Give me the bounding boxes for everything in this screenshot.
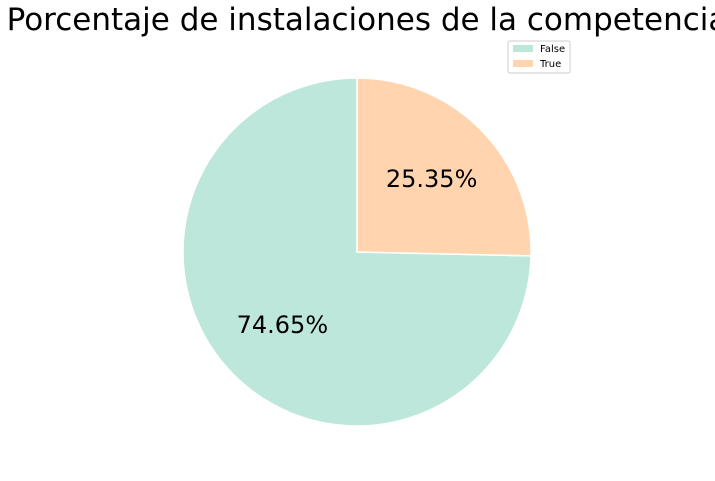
pie-slice-true bbox=[356, 77, 532, 257]
slice-label-true: 25.35% bbox=[386, 165, 478, 193]
legend-entries: False True bbox=[513, 44, 565, 70]
legend-label-true: True bbox=[539, 59, 561, 70]
pie-slices bbox=[182, 77, 532, 427]
slice-label-false: 74.65% bbox=[237, 311, 329, 339]
chart-title: Porcentaje de instalaciones de la compet… bbox=[7, 2, 715, 38]
legend-swatch-true bbox=[513, 60, 533, 67]
legend-swatch-false bbox=[513, 45, 533, 52]
pie-slice-labels: 74.65% 25.35% bbox=[237, 165, 478, 339]
chart-legend: False True bbox=[507, 40, 571, 74]
legend-label-false: False bbox=[540, 44, 565, 55]
